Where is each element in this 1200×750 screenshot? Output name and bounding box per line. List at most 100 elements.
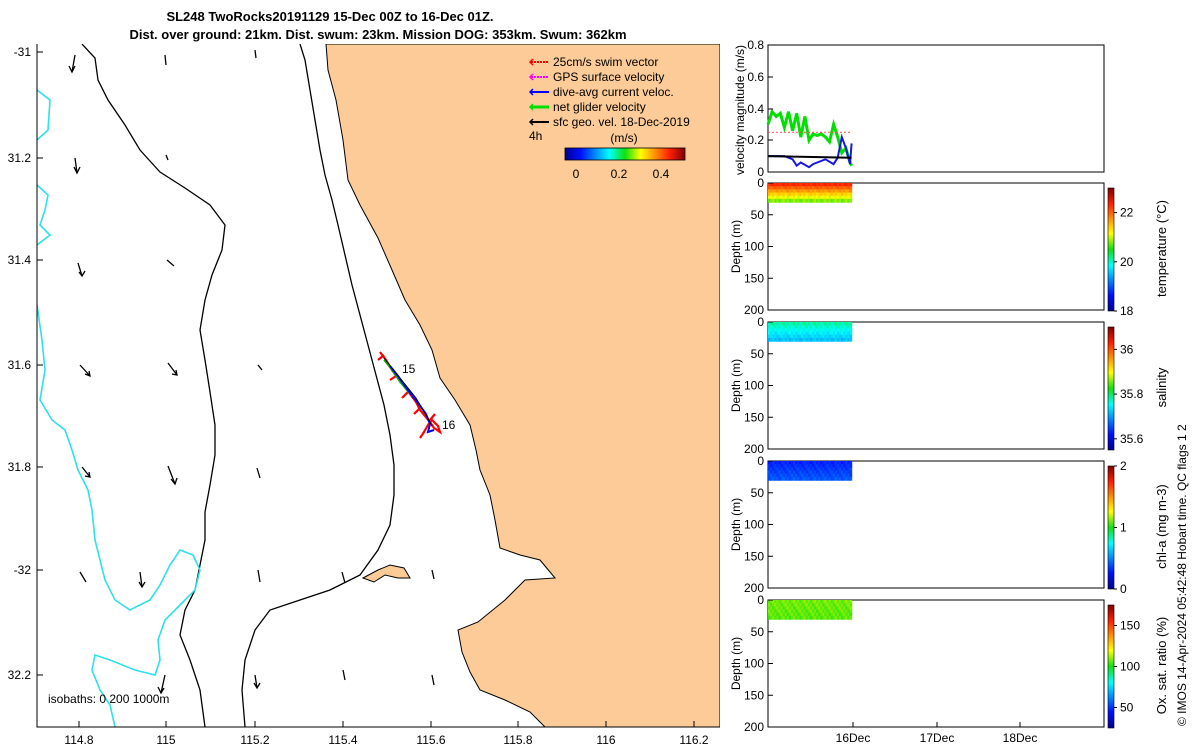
profile-cell — [791, 328, 794, 333]
profile-cell — [847, 189, 851, 194]
profile-cell — [791, 189, 794, 194]
profile-cell — [837, 331, 840, 336]
profile-cell — [786, 615, 790, 620]
colorbar-tick-label: 0 — [1120, 582, 1127, 596]
profile-cell — [788, 198, 792, 203]
profile-cell — [805, 183, 809, 187]
profile-cell — [791, 612, 794, 617]
profile-cell — [839, 473, 842, 478]
profile-cell — [839, 467, 842, 472]
profile-cell — [770, 198, 773, 203]
profile-cell — [791, 600, 794, 604]
profile-cell — [830, 331, 834, 336]
profile-cell — [782, 325, 786, 329]
profile-cell — [788, 192, 792, 197]
profile-cell — [797, 334, 800, 339]
profile-cell — [805, 606, 809, 611]
profile-cell — [791, 198, 794, 203]
profile-cell — [799, 467, 802, 472]
profile-colorbar — [1107, 326, 1115, 451]
profile-cell — [803, 600, 807, 604]
profile-cell — [784, 603, 788, 607]
profile-cell — [847, 467, 851, 472]
profile-cell — [768, 473, 771, 478]
profile-cell — [826, 331, 830, 336]
profile-cell — [830, 603, 834, 607]
profile-cell — [782, 461, 786, 465]
profile-cell — [845, 331, 848, 336]
profile-cell — [837, 192, 840, 197]
profile-cell — [841, 325, 844, 329]
profile-cell — [845, 467, 848, 472]
profile-cell — [826, 183, 830, 187]
profile-cell — [830, 612, 834, 617]
profile-cell — [797, 461, 800, 465]
map-legend: 25cm/s swim vector GPS surface velocity … — [528, 55, 690, 181]
profile-cell — [778, 476, 782, 481]
profile-cell — [793, 461, 796, 465]
profile-cell — [797, 322, 800, 326]
profile-cell — [795, 606, 798, 611]
profile-cell — [795, 467, 798, 472]
profile-cell — [803, 328, 807, 333]
profile-cell — [799, 476, 802, 481]
profile-cell — [780, 615, 784, 620]
profile-cell — [837, 334, 840, 339]
profile-cell — [774, 473, 777, 478]
profile-cell — [834, 337, 838, 342]
profile-cell — [799, 337, 802, 342]
profile-cell — [768, 331, 771, 336]
profile-cell — [795, 603, 798, 607]
profile-cell — [834, 189, 838, 194]
profile-cell — [824, 612, 828, 617]
profile-cell — [774, 334, 777, 339]
profile-cell — [778, 337, 782, 342]
profile-cell — [834, 195, 838, 200]
profile-cell — [832, 195, 836, 200]
profile-cell — [799, 189, 802, 194]
profile-cell — [822, 198, 825, 203]
profile-cell — [811, 600, 815, 604]
profile-cell — [809, 603, 813, 607]
profile-cell — [824, 192, 828, 197]
profile-cell — [795, 337, 798, 342]
profile-cell — [793, 186, 796, 190]
profile-cell — [772, 615, 775, 620]
profile-cell — [818, 186, 821, 190]
profile-cell — [774, 461, 777, 465]
profile-cell — [782, 464, 786, 468]
profile-cell — [837, 467, 840, 472]
profile-cell — [841, 461, 844, 465]
profile-cell — [776, 473, 780, 478]
profile-cell — [772, 473, 775, 478]
map-axes — [36, 44, 720, 728]
profile-cell — [772, 337, 775, 342]
profile-cell — [784, 606, 788, 611]
profile-cell — [843, 328, 846, 333]
profile-cell — [778, 328, 782, 333]
profile-cell — [826, 467, 830, 472]
profile-cell — [820, 612, 823, 617]
profile-cell — [824, 476, 828, 481]
speed-colorbar — [564, 147, 686, 161]
profile-ytick-label: 0 — [757, 593, 764, 607]
profile-cell — [845, 609, 848, 614]
profile-cell — [793, 331, 796, 336]
track-label-15: 15 — [402, 362, 416, 376]
profile-cell — [793, 183, 796, 187]
profile-cell — [828, 467, 832, 472]
profile-cell — [843, 600, 846, 604]
profile-cell — [843, 183, 846, 187]
profile-ytick-label: 0 — [757, 176, 764, 190]
profile-cell — [799, 331, 802, 336]
profile-cell — [803, 195, 807, 200]
profile-cell — [780, 600, 784, 604]
profile-cell — [820, 322, 823, 326]
profile-cell — [791, 615, 794, 620]
profile-cell — [832, 337, 836, 342]
profile-cell — [839, 612, 842, 617]
profile-cell — [809, 337, 813, 342]
geo-arrow — [257, 569, 261, 583]
profile-cell — [828, 192, 832, 197]
profile-cell — [847, 198, 851, 203]
